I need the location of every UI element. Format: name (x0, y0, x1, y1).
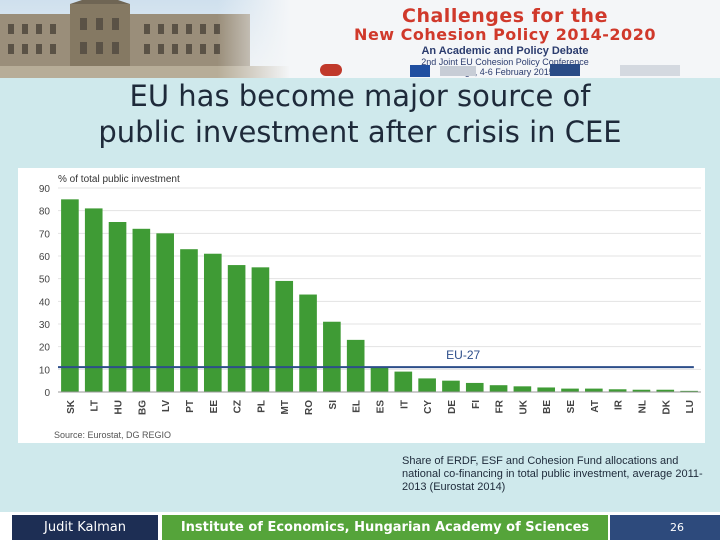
x-tick-label: UK (518, 399, 529, 414)
banner-subtitle: An Academic and Policy Debate (300, 45, 710, 57)
x-tick-label: EL (352, 400, 363, 413)
bar (370, 367, 389, 392)
bar (489, 385, 508, 392)
x-tick-label: FR (495, 399, 506, 413)
building-photo (0, 0, 290, 78)
bar (394, 371, 413, 392)
x-tick-label: CZ (233, 400, 244, 413)
x-tick-label: LU (685, 400, 696, 413)
x-tick-label: SK (66, 399, 77, 414)
bar (537, 387, 556, 392)
x-tick-label: BE (542, 400, 553, 414)
x-tick-label: IR (614, 399, 625, 410)
chart-panel: 0 10 20 30 40 50 60 70 80 90 % of total public inv… (18, 168, 705, 443)
bar (632, 389, 651, 392)
footer-author: Judit Kalman (12, 515, 158, 540)
logo-university (550, 64, 580, 76)
chart-source: Source: Eurostat, DG REGIO (54, 430, 171, 440)
sponsor-logos (320, 64, 680, 77)
bar (108, 222, 127, 392)
logo-institution (440, 66, 476, 76)
bar (418, 378, 436, 392)
x-tick-label: HU (114, 400, 125, 414)
y-tick-label: 50 (39, 275, 51, 286)
x-tick-label: SI (328, 400, 339, 410)
x-tick-label: CY (423, 400, 434, 414)
x-tick-label: BG (137, 400, 148, 415)
x-tick-label: LT (90, 400, 101, 411)
x-tick-label: DK (661, 399, 672, 414)
y-tick-label: 30 (39, 320, 51, 331)
x-tick-label: NL (637, 400, 648, 413)
y-tick-label: 0 (44, 388, 50, 399)
y-tick-label: 70 (39, 229, 51, 240)
y-tick-label: 10 (39, 365, 51, 376)
bar (656, 389, 675, 392)
y-tick-label: 40 (39, 297, 51, 308)
bar (132, 228, 151, 392)
logo-red-emblem (320, 64, 342, 76)
bar (61, 199, 79, 392)
banner-title-line2: New Cohesion Policy 2014-2020 (354, 25, 656, 44)
y-tick-label: 60 (39, 252, 51, 263)
footer-institute: Institute of Economics, Hungarian Academ… (162, 515, 608, 540)
footer-page-number: 26 (610, 515, 720, 540)
x-tick-label: MT (280, 400, 291, 414)
bar (585, 388, 603, 392)
bar (156, 233, 174, 392)
bar (180, 249, 198, 392)
chart-caption: Share of ERDF, ESF and Cohesion Fund all… (402, 455, 703, 493)
y-tick-label: 90 (39, 184, 51, 195)
x-tick-label: ES (376, 400, 387, 414)
banner-venue-date: Riga, 4-6 February 2015 (456, 67, 554, 77)
y-tick-label: 80 (39, 207, 51, 218)
x-tick-label: EE (209, 400, 220, 414)
bar (680, 390, 698, 392)
banner-conference-info: 2nd Joint EU Cohesion Policy Conference … (300, 57, 710, 77)
y-tick-label: 20 (39, 343, 51, 354)
bar (275, 280, 294, 392)
x-tick-label: LV (161, 400, 172, 412)
logo-partner (620, 65, 680, 76)
bar (561, 388, 579, 392)
bar (465, 382, 484, 392)
logo-eu-flag (410, 65, 430, 77)
y-axis-label: % of total public investment (58, 174, 180, 185)
conference-banner: Challenges for the New Cohesion Policy 2… (0, 0, 720, 78)
x-tick-label: IT (399, 400, 410, 409)
bar (251, 267, 270, 392)
x-tick-label: SE (566, 400, 577, 414)
slide-title: EU has become major source of public inv… (60, 78, 660, 150)
x-tick-label: DE (447, 400, 458, 414)
x-tick-label: AT (590, 400, 601, 413)
slide-title-line1: EU has become major source of (129, 79, 591, 113)
bar (299, 294, 317, 392)
bar (346, 339, 365, 392)
x-tick-label: PT (185, 400, 196, 413)
bar (442, 380, 460, 392)
bar (323, 321, 341, 392)
slide-title-line2: public investment after crisis in CEE (98, 115, 622, 149)
x-tick-label: PL (256, 400, 267, 413)
x-tick-label: FI (471, 400, 482, 409)
bar (203, 253, 222, 392)
banner-subtitle-text: An Academic and Policy Debate (421, 45, 589, 57)
banner-conference: 2nd Joint EU Cohesion Policy Conference (421, 57, 589, 67)
bar (608, 389, 627, 392)
reference-line-label: EU-27 (446, 348, 480, 362)
x-tick-label: RO (304, 400, 315, 415)
banner-title-line1: Challenges for the (402, 5, 608, 27)
bar (84, 208, 103, 392)
bar-chart: 0 10 20 30 40 50 60 70 80 90 % of total public inv… (39, 174, 701, 440)
bar (227, 265, 246, 392)
bar (513, 386, 532, 392)
